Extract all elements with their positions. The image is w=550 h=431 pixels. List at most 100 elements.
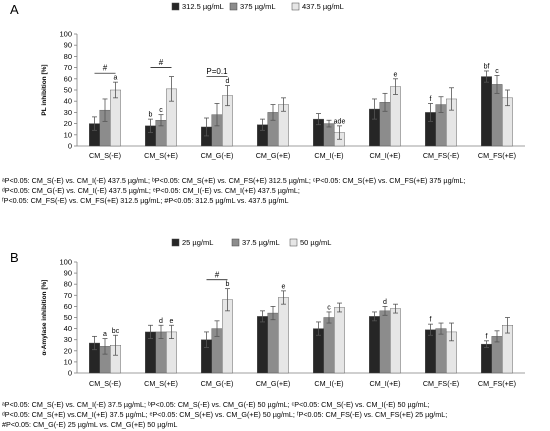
y-axis-label: PL inhibition [%] <box>41 64 48 115</box>
x-tick-label: CM_S(+E) <box>144 379 178 388</box>
bar <box>110 89 121 147</box>
significance-label: d <box>226 78 230 85</box>
legend-swatch <box>289 238 298 247</box>
bracket-label: P=0.1 <box>206 67 228 76</box>
y-tick-label: 20 <box>64 119 72 128</box>
footnote-line: ᵈP<0.05: CM_G(-E) vs. CM_I(-E) 437.5 µg/… <box>2 186 300 195</box>
x-tick-label: CM_G(-E) <box>201 379 234 388</box>
legend-label: 375 µg/mL <box>240 2 276 11</box>
x-tick-label: CM_G(+E) <box>256 151 291 160</box>
x-tick-label: CM_S(-E) <box>89 151 121 160</box>
x-tick-label: CM_FS(-E) <box>423 151 459 160</box>
significance-label: ade <box>334 118 346 125</box>
legend-label: 37.5 µg/mL <box>242 238 280 247</box>
bar <box>481 76 492 147</box>
y-tick-label: 30 <box>64 335 72 344</box>
x-tick-label: CM_FS(+E) <box>478 151 516 160</box>
bracket-label: # <box>215 270 220 279</box>
y-tick-label: 50 <box>64 86 72 95</box>
significance-label: c <box>495 68 499 75</box>
x-tick-label: CM_S(-E) <box>89 379 121 388</box>
significance-label: f <box>430 317 432 324</box>
x-tick-label: CM_I(+E) <box>370 379 401 388</box>
significance-label: a <box>114 75 118 82</box>
x-tick-label: CM_I(-E) <box>314 151 343 160</box>
bar <box>267 312 279 374</box>
footnote-line: ᵃP<0.05: CM_S(-E) vs. CM_I(-E) 437.5 µg/… <box>2 176 466 185</box>
y-tick-label: 60 <box>64 302 72 311</box>
y-tick-label: 30 <box>64 108 72 117</box>
bar <box>334 307 345 374</box>
bar <box>323 317 335 374</box>
significance-label: e <box>170 318 174 325</box>
bar <box>390 86 401 147</box>
y-axis-label: α-Amylase inhibition [%] <box>41 280 48 356</box>
legend-label: 312.5 µg/mL <box>182 2 224 11</box>
y-tick-label: 50 <box>64 313 72 322</box>
bracket-label: # <box>103 64 108 73</box>
significance-label: d <box>159 318 163 325</box>
y-tick-label: 70 <box>64 291 72 300</box>
significance-label: bc <box>112 328 120 335</box>
x-tick-label: CM_FS(+E) <box>478 379 516 388</box>
bar <box>278 297 289 374</box>
bar <box>369 316 380 374</box>
legend-swatch <box>231 238 240 247</box>
y-tick-label: 60 <box>64 74 72 83</box>
x-tick-label: CM_I(-E) <box>314 379 343 388</box>
y-tick-label: 70 <box>64 63 72 72</box>
legend-label: 50 µg/mL <box>300 238 331 247</box>
y-tick-label: 0 <box>68 142 72 151</box>
x-tick-label: CM_I(+E) <box>370 151 401 160</box>
bar <box>390 308 401 374</box>
bar <box>425 329 436 374</box>
significance-label: e <box>394 71 398 78</box>
y-tick-label: 0 <box>68 369 72 378</box>
significance-label: c <box>327 304 331 311</box>
footnotes-panel-b: ᵃP<0.05: CM_S(-E) vs. CM_I(-E) 37.5 µg/m… <box>2 400 447 430</box>
significance-label: f <box>486 333 488 340</box>
significance-label: e <box>282 283 286 290</box>
footnote-line: #P<0.05: CM_G(-E) 25 µg/mL vs. CM_G(+E) … <box>2 420 178 429</box>
y-tick-label: 80 <box>64 52 72 61</box>
significance-label: bf <box>484 63 490 70</box>
y-tick-label: 10 <box>64 357 72 366</box>
significance-label: f <box>430 96 432 103</box>
y-tick-label: 100 <box>59 258 72 267</box>
y-tick-label: 10 <box>64 130 72 139</box>
bracket-label: # <box>159 58 164 67</box>
legend-swatch <box>291 2 300 11</box>
x-tick-label: CM_G(+E) <box>256 379 291 388</box>
footnote-line: ᵃP<0.05: CM_S(-E) vs. CM_I(-E) 37.5 µg/m… <box>2 400 430 409</box>
footnote-line: ᶠP<0.05: CM_FS(-E) vs. CM_FS(+E) 312.5 µ… <box>2 196 289 205</box>
bar <box>257 316 268 374</box>
bar <box>435 328 447 374</box>
significance-label: d <box>383 299 387 306</box>
significance-label: b <box>149 112 153 119</box>
y-tick-label: 20 <box>64 346 72 355</box>
legend-swatch <box>171 238 180 247</box>
y-tick-label: 90 <box>64 269 72 278</box>
legend-swatch <box>229 2 238 11</box>
y-tick-label: 100 <box>59 30 72 39</box>
footnotes-panel-a: ᵃP<0.05: CM_S(-E) vs. CM_I(-E) 437.5 µg/… <box>2 176 466 206</box>
significance-label: a <box>103 331 107 338</box>
significance-label: b <box>226 281 230 288</box>
y-tick-label: 80 <box>64 280 72 289</box>
x-tick-label: CM_G(-E) <box>201 151 234 160</box>
y-tick-label: 40 <box>64 324 72 333</box>
x-tick-label: CM_FS(-E) <box>423 379 459 388</box>
significance-label: c <box>159 107 163 114</box>
x-tick-label: CM_S(+E) <box>144 151 178 160</box>
panel-label: A <box>10 2 19 17</box>
bar <box>481 343 492 374</box>
legend-label: 437.5 µg/mL <box>302 2 344 11</box>
panel-label: B <box>10 250 19 265</box>
bar <box>379 310 391 374</box>
y-tick-label: 40 <box>64 97 72 106</box>
legend-swatch <box>171 2 180 11</box>
y-tick-label: 90 <box>64 41 72 50</box>
legend-label: 25 µg/mL <box>182 238 213 247</box>
footnote-line: ᵈP<0.05: CM_S(+E) vs.CM_I(+E) 37.5 µg/mL… <box>2 410 448 419</box>
